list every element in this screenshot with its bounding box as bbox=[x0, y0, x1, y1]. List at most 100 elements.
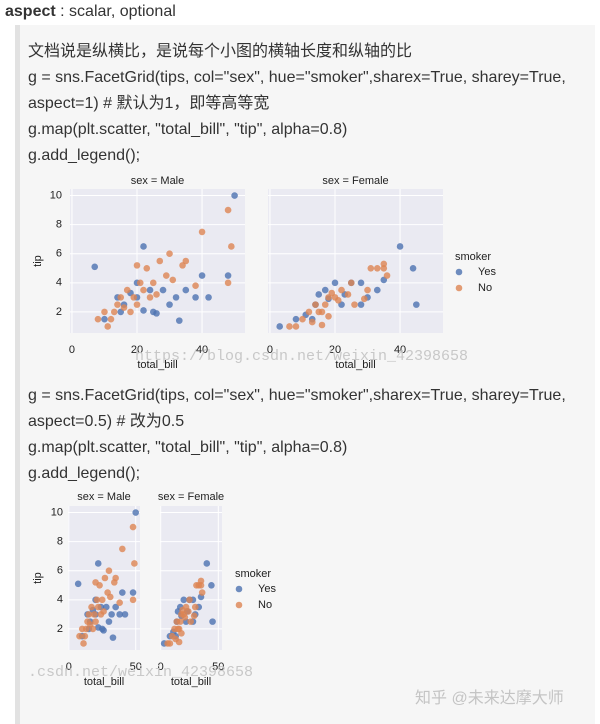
point bbox=[149, 279, 157, 287]
x-tick-label: 0 bbox=[267, 344, 273, 356]
point bbox=[299, 315, 306, 323]
y-tick-label: 10 bbox=[50, 189, 62, 201]
point bbox=[140, 243, 147, 250]
point bbox=[197, 577, 205, 585]
point bbox=[357, 279, 365, 287]
point bbox=[94, 560, 102, 567]
point bbox=[312, 301, 319, 308]
doc-line: g.map(plt.scatter, "total_bill", "tip", … bbox=[28, 121, 347, 138]
point bbox=[175, 317, 183, 324]
point bbox=[172, 294, 180, 301]
point bbox=[110, 308, 118, 316]
y-tick-label: 10 bbox=[51, 506, 63, 518]
point bbox=[107, 315, 115, 323]
point bbox=[101, 574, 109, 582]
point bbox=[231, 192, 238, 199]
point bbox=[89, 625, 97, 633]
point bbox=[91, 263, 99, 271]
y-axis-label: tip bbox=[32, 255, 44, 267]
point bbox=[318, 321, 326, 329]
point bbox=[409, 264, 417, 272]
doc-line: g.map(plt.scatter, "total_bill", "tip", … bbox=[28, 439, 347, 456]
facet-title: sex = Female bbox=[158, 491, 224, 503]
point bbox=[114, 301, 121, 308]
point bbox=[153, 310, 160, 317]
point bbox=[117, 294, 125, 301]
watermark: https://blog.csdn.net/weixin_42398658 bbox=[135, 348, 468, 365]
point bbox=[140, 307, 147, 314]
legend-marker bbox=[455, 268, 463, 276]
y-tick-label: 8 bbox=[56, 219, 62, 231]
legend-title: smoker bbox=[455, 251, 491, 263]
x-tick-label: 40 bbox=[394, 344, 406, 356]
point bbox=[166, 301, 173, 308]
point bbox=[129, 596, 137, 604]
point bbox=[185, 608, 192, 615]
doc-line: 文档说是纵横比，是说每个小图的横轴长度和纵轴的比 bbox=[28, 42, 412, 60]
point bbox=[203, 560, 211, 567]
doc-line: aspect=0.5) # 改为0.5 bbox=[28, 412, 184, 430]
point bbox=[130, 294, 138, 301]
facet-title: sex = Female bbox=[322, 175, 388, 187]
point bbox=[209, 618, 216, 625]
point bbox=[364, 286, 371, 294]
point bbox=[380, 260, 388, 268]
plot-area bbox=[160, 506, 222, 650]
point bbox=[308, 318, 316, 326]
point bbox=[105, 618, 113, 625]
x-tick-label: 50 bbox=[212, 661, 224, 673]
point bbox=[133, 301, 141, 308]
point bbox=[286, 323, 293, 330]
point bbox=[101, 315, 108, 323]
y-tick-label: 2 bbox=[57, 623, 63, 635]
facet-title: sex = Male bbox=[131, 175, 185, 187]
point bbox=[116, 599, 123, 607]
point bbox=[367, 264, 375, 272]
point bbox=[198, 272, 206, 279]
legend-marker bbox=[455, 284, 463, 292]
point bbox=[276, 323, 284, 330]
point bbox=[94, 624, 102, 631]
point bbox=[153, 291, 160, 298]
point bbox=[98, 596, 106, 604]
point bbox=[101, 308, 108, 316]
point bbox=[162, 272, 170, 279]
quote-bar bbox=[15, 25, 20, 724]
point bbox=[104, 323, 112, 330]
legend-label: No bbox=[258, 599, 272, 611]
point bbox=[205, 294, 212, 301]
point bbox=[198, 589, 206, 596]
watermark: .csdn.net/weixin_42398658 bbox=[28, 664, 253, 681]
watermark: 知乎 @未来达摩大师 bbox=[415, 689, 564, 707]
point bbox=[331, 279, 339, 287]
point bbox=[224, 272, 232, 279]
point bbox=[179, 262, 186, 269]
point bbox=[321, 286, 329, 294]
point bbox=[321, 301, 329, 308]
doc-line: g = sns.FacetGrid(tips, col="sex", hue="… bbox=[28, 69, 566, 86]
legend-label: Yes bbox=[478, 266, 496, 278]
facet-title: sex = Male bbox=[77, 491, 131, 503]
point bbox=[111, 579, 118, 586]
y-tick-label: 2 bbox=[56, 306, 62, 318]
x-tick-label: 20 bbox=[131, 344, 143, 356]
doc-line: g.add_legend(); bbox=[28, 147, 140, 164]
x-tick-label: 0 bbox=[158, 661, 164, 673]
point bbox=[159, 286, 167, 294]
x-axis-label: total_bill bbox=[137, 359, 177, 371]
point bbox=[190, 612, 198, 620]
point bbox=[166, 250, 173, 258]
point bbox=[129, 589, 137, 596]
point bbox=[224, 206, 232, 214]
point bbox=[143, 264, 151, 272]
plot-area bbox=[268, 189, 443, 333]
point bbox=[191, 603, 199, 611]
point bbox=[334, 296, 342, 304]
x-axis-label: total_bill bbox=[335, 359, 375, 371]
point bbox=[81, 632, 89, 640]
point bbox=[88, 603, 95, 611]
point bbox=[120, 304, 128, 311]
x-tick-label: 50 bbox=[130, 661, 142, 673]
point bbox=[360, 295, 368, 303]
